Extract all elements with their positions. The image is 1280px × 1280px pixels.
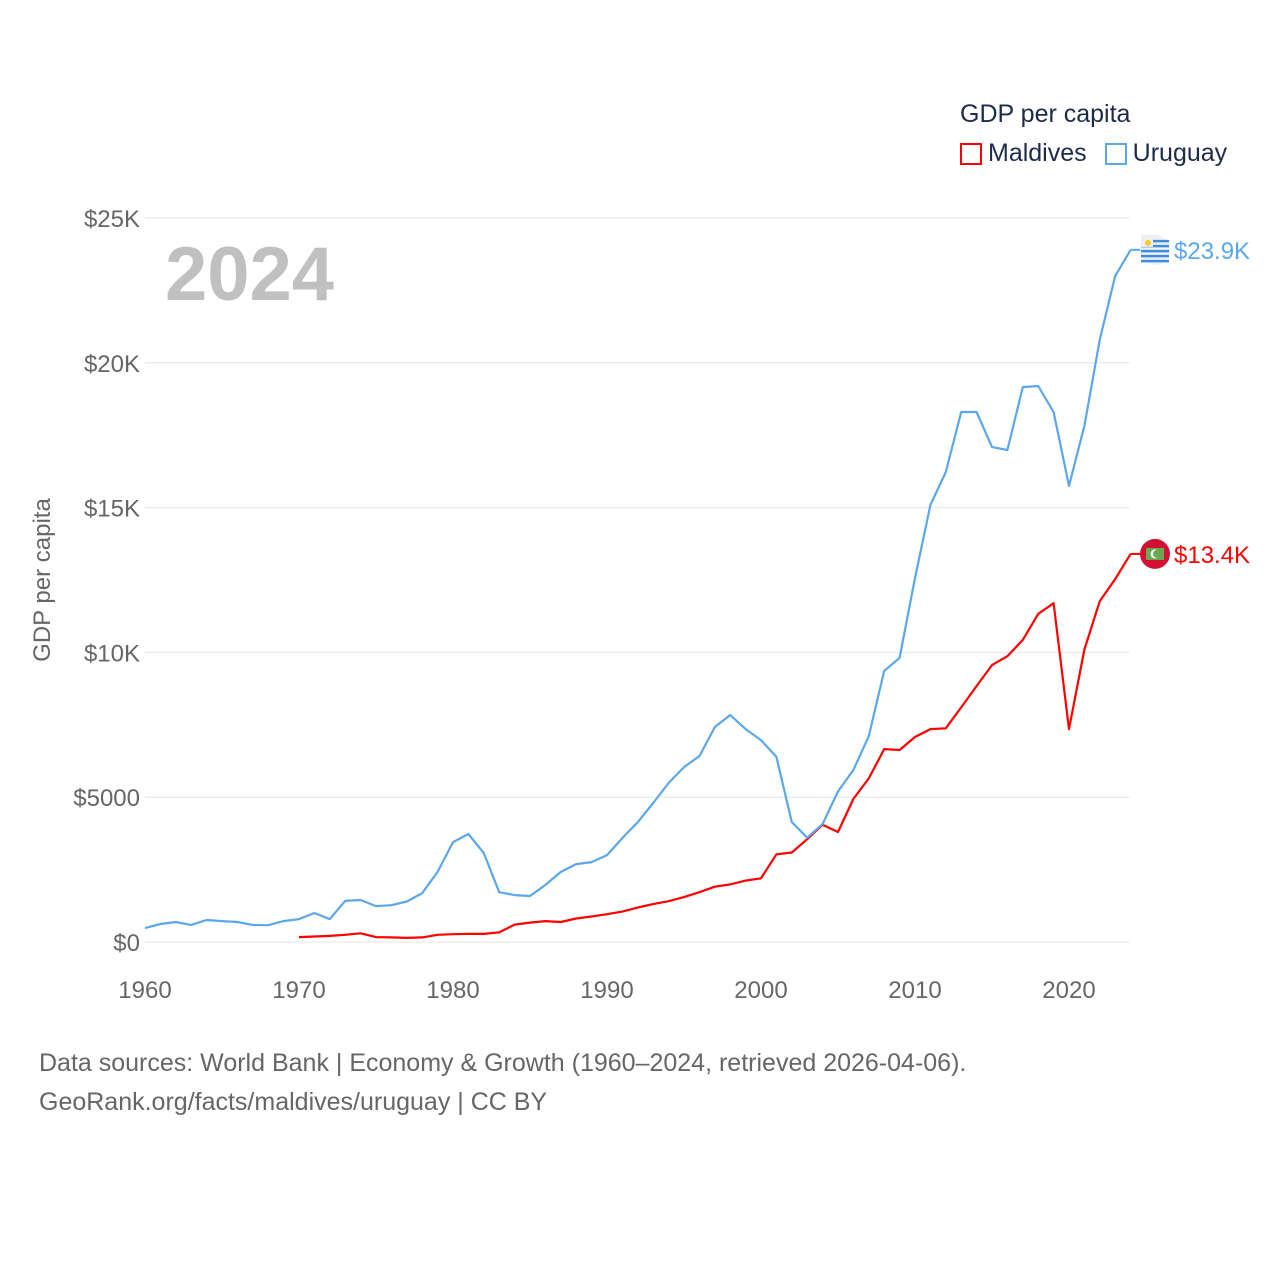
- flag-stripe: [1141, 259, 1169, 263]
- crescent-cut: [1153, 549, 1161, 558]
- end-value-label-uruguay: $23.9K: [1174, 238, 1250, 265]
- flag-stripe: [1141, 244, 1169, 248]
- y-tick-label: $10K: [84, 640, 140, 667]
- x-axis-ticks: 1960 1970 1980 1990 2000 2010 2020: [118, 977, 1095, 1004]
- data-sources-text: Data sources: World Bank | Economy & Gro…: [39, 1049, 967, 1077]
- y-tick-label: $5000: [73, 785, 140, 812]
- legend: GDP per capita Maldives Uruguay: [960, 100, 1227, 168]
- y-tick-label: $25K: [84, 206, 140, 233]
- legend-label-uruguay: Uruguay: [1132, 139, 1228, 167]
- end-labels: $13.4K $23.9K: [1130, 234, 1250, 569]
- series-line-uruguay: [144, 249, 1132, 930]
- x-tick-label: 2020: [1042, 977, 1095, 1004]
- y-axis-ticks: $0 $5000 $10K $15K $20K $25K: [73, 206, 140, 957]
- year-label: 2024: [165, 232, 334, 317]
- sun: [1145, 239, 1151, 246]
- y-tick-label: $20K: [84, 351, 140, 378]
- series-line-maldives: [298, 553, 1132, 940]
- gridlines: [145, 217, 1130, 943]
- legend-swatch-maldives: [960, 142, 982, 165]
- legend-item-maldives[interactable]: Maldives: [960, 139, 1087, 168]
- x-tick-label: 1960: [118, 977, 171, 1004]
- x-tick-label: 1990: [580, 977, 633, 1004]
- uruguay-flag-icon: [1140, 234, 1170, 265]
- y-tick-label: $15K: [84, 496, 140, 523]
- maldives-flag-icon: [1140, 538, 1170, 569]
- series-lines: [144, 249, 1132, 940]
- legend-item-uruguay[interactable]: Uruguay: [1104, 139, 1228, 168]
- flag-stripe: [1141, 249, 1169, 253]
- x-tick-label: 1970: [272, 977, 325, 1004]
- end-value-label-maldives: $13.4K: [1174, 542, 1250, 569]
- x-tick-label: 2000: [734, 977, 787, 1004]
- legend-label-maldives: Maldives: [988, 139, 1087, 167]
- legend-swatch-uruguay: [1104, 142, 1127, 165]
- x-tick-label: 2010: [888, 977, 941, 1004]
- attribution-link[interactable]: GeoRank.org/facts/maldives/uruguay | CC …: [39, 1088, 548, 1116]
- legend-title: GDP per capita: [960, 100, 1131, 128]
- flag-stripe: [1141, 239, 1169, 243]
- flag-stripe: [1141, 254, 1169, 258]
- y-tick-label: $0: [113, 930, 140, 957]
- footer: Data sources: World Bank | Economy & Gro…: [39, 1044, 966, 1122]
- x-tick-label: 1980: [426, 977, 479, 1004]
- y-axis-label: GDP per capita: [29, 498, 56, 662]
